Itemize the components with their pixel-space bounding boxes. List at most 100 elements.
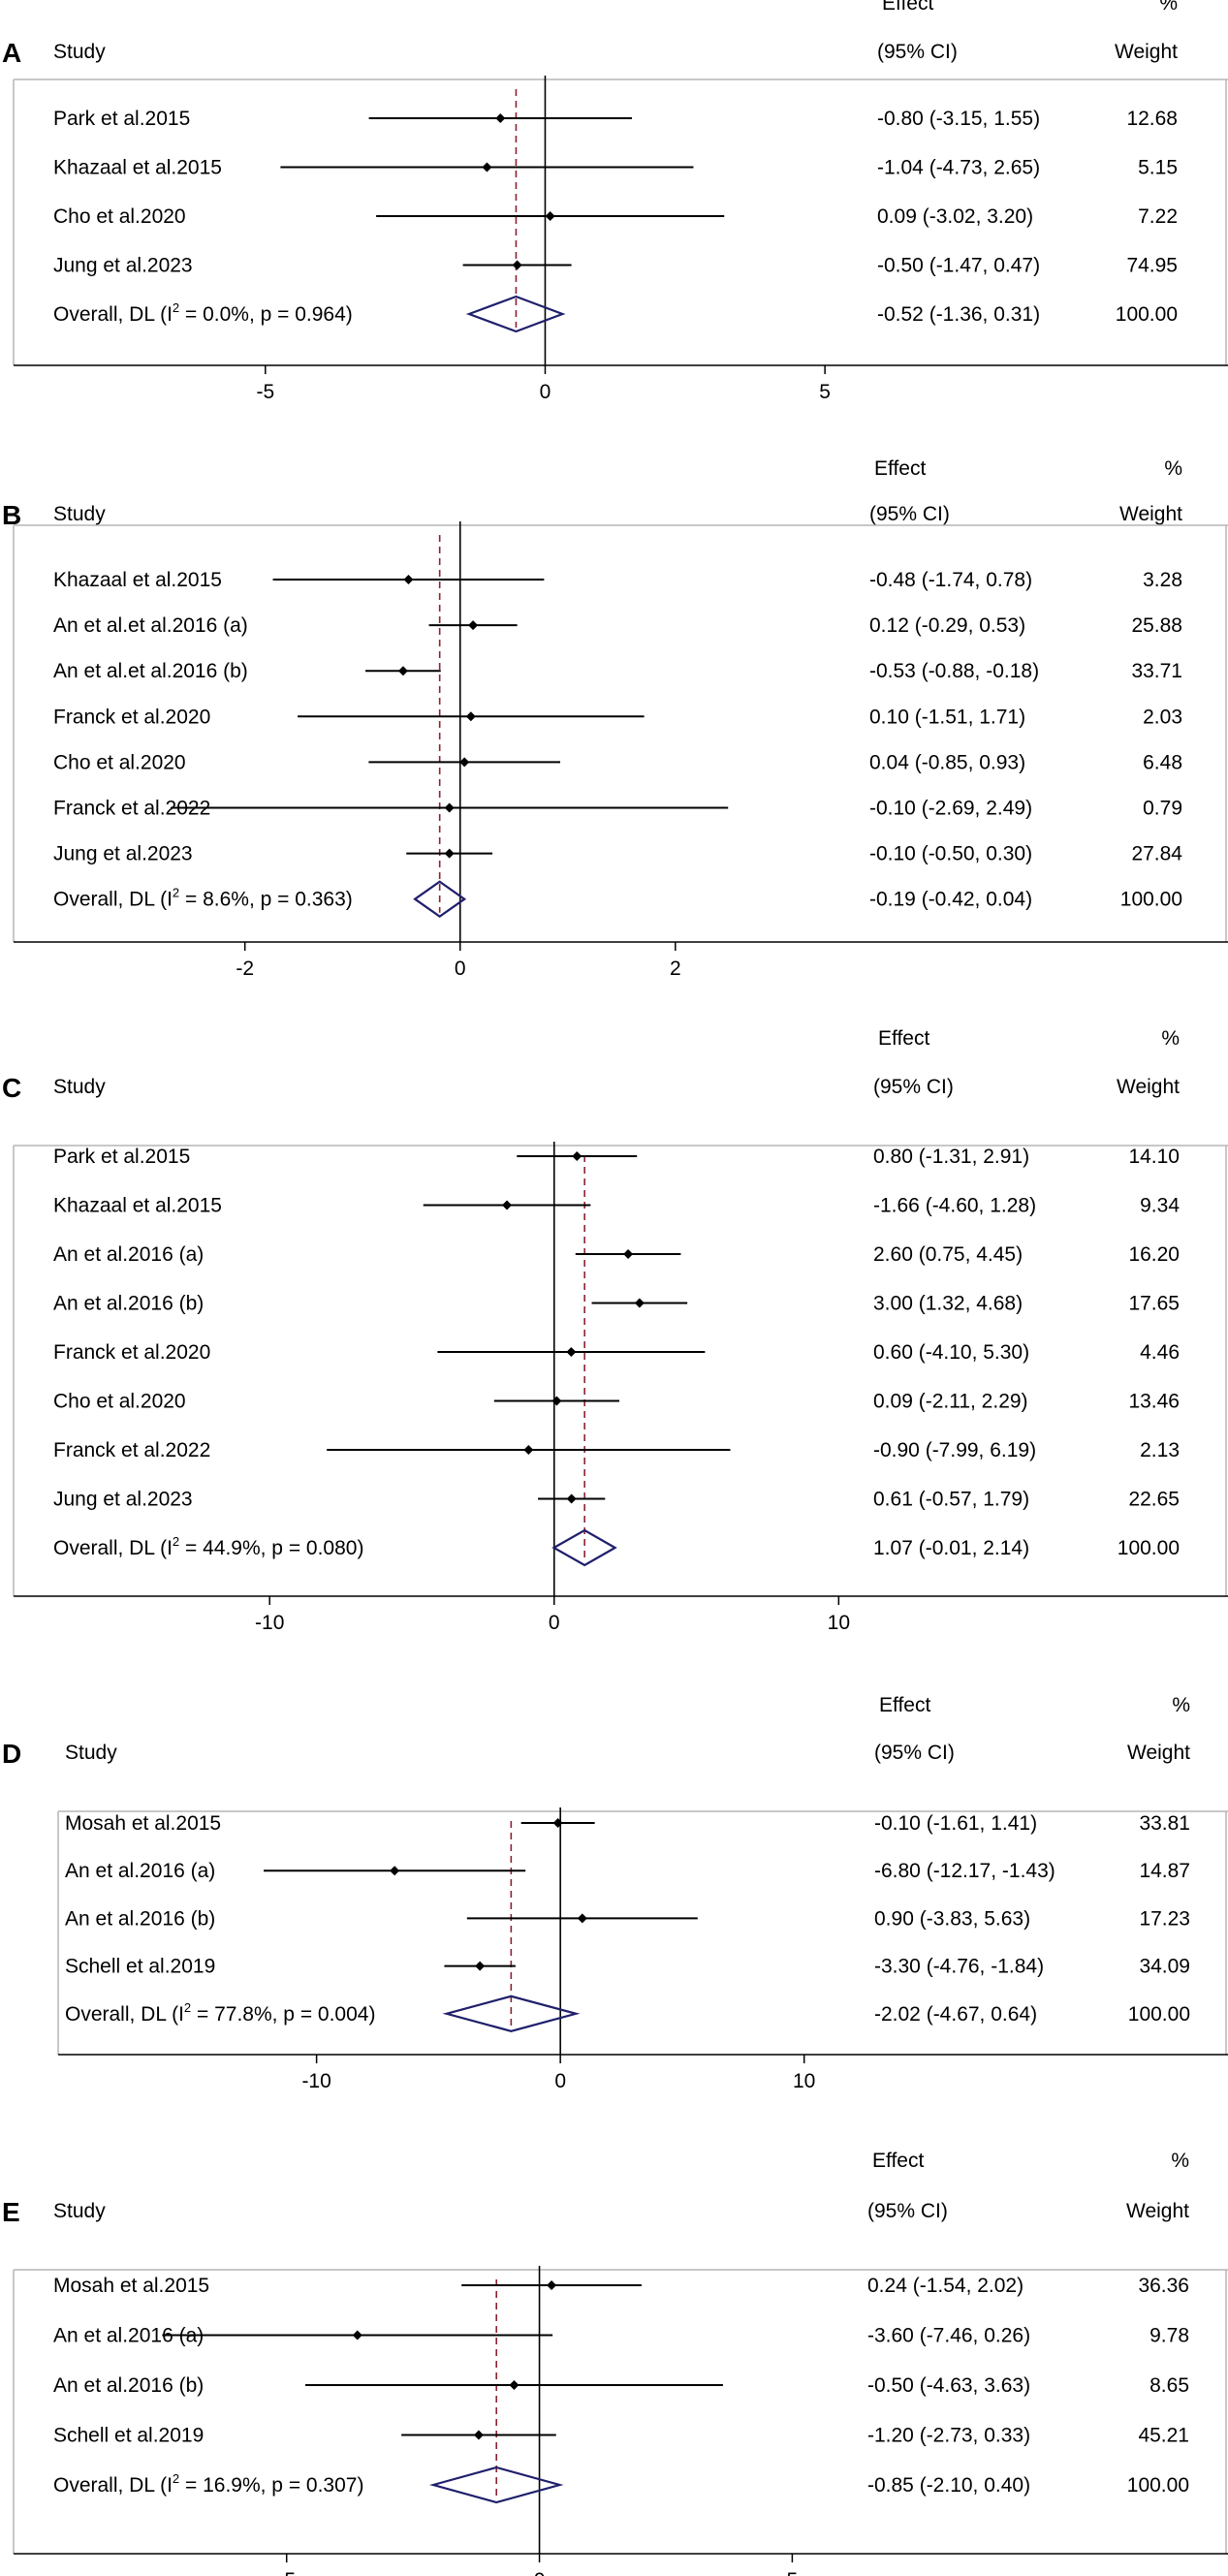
x-tick-label: 0 [554,2070,566,2092]
overall-weight: 100.00 [1118,1537,1180,1559]
study-row: Cho et al.2020 0.04 (-0.85, 0.93) 6.48 [53,751,1182,773]
study-name: An et al.2016 (b) [53,2374,204,2397]
panel-letter: D [2,1739,21,1769]
forest-panel-c: C Study Effect (95% CI)% Weight -10 0 10 Park et… [2,1027,1228,1634]
effect-ci-value: -0.10 (-0.50, 0.30) [869,843,1032,865]
study-name: An et al.2016 (a) [53,1243,204,1266]
study-row: Schell et al.2019 -3.30 (-4.76, -1.84) 34.… [65,1956,1190,1978]
study-row: An et al.2016 (b) 0.90 (-3.83, 5.63) 17.23 [65,1907,1190,1930]
effect-ci-value: -0.10 (-2.69, 2.49) [869,798,1032,820]
study-row: Cho et al.2020 0.09 (-3.02, 3.20) 7.22 [53,205,1178,228]
effect-ci-value: 0.60 (-4.10, 5.30) [873,1341,1029,1364]
header-weight: Weight [1117,1076,1180,1098]
header-percent: % [1161,1027,1180,1050]
weight-value: 25.88 [1131,614,1182,637]
weight-value: 4.46 [1140,1341,1180,1364]
study-row: An et al.2016 (a) 2.60 (0.75, 4.45) 16.20 [53,1243,1180,1266]
header-effect: Effect [879,1694,930,1716]
header-weight: Weight [1126,2200,1189,2222]
x-tick-label: 10 [793,2070,815,2092]
header-study: Study [53,41,106,63]
study-row: Franck et al.2020 0.60 (-4.10, 5.30) 4.46 [53,1341,1180,1364]
panel-letter: E [2,2197,20,2227]
weight-value: 6.48 [1143,751,1182,773]
effect-ci-value: 0.12 (-0.29, 0.53) [869,614,1025,637]
study-row: An et al.2016 (b) -0.50 (-4.63, 3.63) 8.65 [53,2374,1189,2397]
overall-weight: 100.00 [1127,2474,1189,2497]
study-name: Schell et al.2019 [65,1956,215,1978]
point-estimate [475,1961,486,1971]
effect-ci-value: -3.60 (-7.46, 0.26) [867,2325,1030,2347]
point-estimate [547,2280,557,2290]
effect-ci-value: -6.80 (-12.17, -1.43) [874,1860,1055,1882]
point-estimate [459,757,470,768]
weight-value: 5.15 [1138,157,1178,179]
study-row: Franck et al.2022 -0.90 (-7.99, 6.19) 2.13 [53,1439,1180,1461]
overall-effect-ci: -0.52 (-1.36, 0.31) [877,303,1040,326]
study-name: An et al.2016 (b) [65,1907,215,1930]
effect-ci-value: 0.90 (-3.83, 5.63) [874,1907,1030,1930]
forest-panel-e: E Study Effect (95% CI)% Weight -5 0 5 Mosah et … [2,2150,1228,2576]
study-row: Mosah et al.2015 0.24 (-1.54, 2.02) 36.36 [53,2275,1189,2297]
effect-ci-value: 0.09 (-2.11, 2.29) [873,1391,1028,1413]
weight-value: 16.20 [1128,1243,1180,1266]
x-tick-label: -5 [277,2569,296,2576]
study-row: An et al.et al.2016 (b) -0.53 (-0.88, -0.… [53,660,1182,682]
study-row: An et al.et al.2016 (a) 0.12 (-0.29, 0.53… [53,614,1182,637]
weight-value: 17.23 [1139,1907,1190,1930]
effect-ci-value: -0.48 (-1.74, 0.78) [869,569,1032,591]
point-estimate [473,2430,484,2440]
point-estimate [495,113,506,123]
effect-ci-value: 0.09 (-3.02, 3.20) [877,205,1033,228]
forest-panel-b: B Study Effect (95% CI)% Weight -2 0 2 Khazaal e… [2,457,1228,980]
point-estimate [403,575,414,584]
overall-effect-ci: -2.02 (-4.67, 0.64) [874,2003,1037,2026]
weight-value: 3.28 [1143,569,1182,591]
weight-value: 14.10 [1128,1146,1180,1168]
study-name: Mosah et al.2015 [53,2275,209,2297]
x-tick-label: 10 [828,1612,850,1634]
study-row: Franck et al.2020 0.10 (-1.51, 1.71) 2.03 [53,706,1182,728]
x-tick-label: 2 [670,958,681,980]
study-row: Jung et al.2023 -0.10 (-0.50, 0.30) 27.84 [53,843,1182,865]
point-estimate [482,162,492,173]
effect-ci-value: -1.04 (-4.73, 2.65) [877,157,1040,179]
point-estimate [468,620,479,631]
x-tick-label: -2 [236,958,254,980]
overall-diamond [428,2466,564,2504]
header-effect: Effect [878,1027,929,1050]
study-row: Franck et al.2022 -0.10 (-2.69, 2.49) 0.79 [53,798,1182,820]
x-tick-label: 0 [540,381,551,403]
study-row: Mosah et al.2015 -0.10 (-1.61, 1.41) 33.81 [65,1812,1190,1835]
study-name: Franck et al.2020 [53,706,210,728]
study-row: Khazaal et al.2015 -1.66 (-4.60, 1.28) 9.3… [53,1195,1180,1217]
point-estimate [444,848,455,859]
study-row: An et al.2016 (a) -6.80 (-12.17, -1.43) 14… [65,1860,1190,1882]
point-estimate [566,1493,577,1504]
point-estimate [352,2330,362,2340]
weight-value: 34.09 [1139,1956,1190,1978]
study-name: An et al.et al.2016 (a) [53,614,248,637]
effect-ci-value: 0.10 (-1.51, 1.71) [869,706,1025,728]
weight-value: 45.21 [1138,2425,1189,2447]
header-ci: (95% CI) [877,41,958,63]
x-tick-label: 0 [455,958,466,980]
study-name: Schell et al.2019 [53,2425,204,2447]
weight-value: 2.03 [1143,706,1182,728]
overall-diamond [442,1995,581,2032]
study-name: An et al.2016 (a) [65,1860,215,1882]
overall-effect-ci: 1.07 (-0.01, 2.14) [873,1537,1029,1559]
point-estimate [634,1298,645,1308]
overall-effect-ci: -0.85 (-2.10, 0.40) [867,2474,1030,2497]
study-row: Jung et al.2023 -0.50 (-1.47, 0.47) 74.95 [53,255,1178,277]
study-row: Khazaal et al.2015 -0.48 (-1.74, 0.78) 3.2… [53,569,1182,591]
header-percent: % [1171,2150,1189,2172]
effect-ci-value: -0.80 (-3.15, 1.55) [877,108,1040,130]
point-estimate [572,1151,583,1161]
overall-row: Overall, DL (I2 = 77.8%, p = 0.004) -2.02… [65,1995,1190,2032]
header-weight: Weight [1115,41,1178,63]
effect-ci-value: -1.20 (-2.73, 0.33) [867,2425,1030,2447]
header-percent: % [1164,457,1182,480]
weight-value: 2.13 [1140,1439,1180,1461]
study-row: Park et al.2015 -0.80 (-3.15, 1.55) 12.68 [53,108,1178,130]
